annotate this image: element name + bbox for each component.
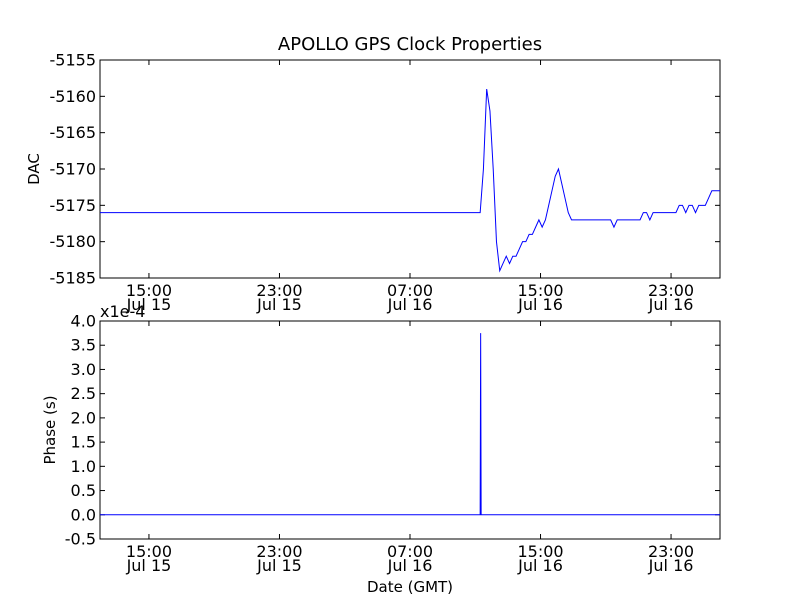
dac-ytick-label: -5165 xyxy=(50,123,97,142)
dac-ytick-label: -5180 xyxy=(50,232,97,251)
phase-ticks: -0.50.00.51.01.52.02.53.03.54.015:00Jul … xyxy=(65,312,720,575)
phase-y-scale-label: x1e-4 xyxy=(100,302,145,321)
phase-xlabel: Date (GMT) xyxy=(367,578,453,596)
phase-xtick-time-label: 23:00 xyxy=(648,542,694,561)
phase-xtick-time-label: 23:00 xyxy=(256,542,302,561)
dac-ylabel: DAC xyxy=(25,153,43,185)
dac-series xyxy=(100,88,720,273)
dac-xtick-time-label: 15:00 xyxy=(517,281,563,300)
dac-xtick-date-label: Jul 16 xyxy=(648,295,694,314)
phase-panel: Phase (s) x1e-4 Date (GMT) -0.5 0.0 0.5 1.0… xyxy=(41,302,721,596)
phase-xtick-time-label: 15:00 xyxy=(126,542,172,561)
dac-ticks: -5185 -5180 -5175 -5170 -5165 -5160 -5155 15:00… xyxy=(50,51,720,314)
dac-xtick-time-label: 23:00 xyxy=(648,281,694,300)
phase-ytick-label: 4.0 xyxy=(71,312,96,331)
phase-ylabel: Phase (s) xyxy=(41,395,59,464)
phase-ytick-label: 2.5 xyxy=(71,384,96,403)
dac-xtick-date-label: Jul 16 xyxy=(387,295,433,314)
phase-xtick-date-label: Jul 15 xyxy=(126,556,172,575)
dac-xtick-time-label: 07:00 xyxy=(387,281,433,300)
phase-series xyxy=(100,333,720,516)
dac-ytick-label: -5185 xyxy=(50,269,97,288)
phase-xtick-date-label: Jul 16 xyxy=(387,556,433,575)
dac-xtick-time-label: 23:00 xyxy=(256,281,302,300)
phase-ytick-label: 2.0 xyxy=(71,408,96,427)
phase-ytick-label: 1.5 xyxy=(71,433,96,452)
dac-ytick-label: -5160 xyxy=(50,87,97,106)
phase-xtick-time-label: 07:00 xyxy=(387,542,433,561)
phase-ytick-label: 0.0 xyxy=(71,505,96,524)
phase-series-line xyxy=(100,333,720,516)
dac-ytick-label: -5175 xyxy=(50,196,97,215)
phase-xtick-date-label: Jul 16 xyxy=(648,556,694,575)
phase-ytick-label: -0.5 xyxy=(65,530,96,549)
dac-ytick-label: -5155 xyxy=(50,51,97,70)
phase-ytick-label: 3.5 xyxy=(71,336,96,355)
dac-xtick-date-label: Jul 15 xyxy=(256,295,302,314)
dac-xtick-time-label: 15:00 xyxy=(126,281,172,300)
phase-ytick-label: 0.5 xyxy=(71,481,96,500)
phase-ytick-label: 3.0 xyxy=(71,360,96,379)
dac-ytick-label: -5170 xyxy=(50,160,97,179)
dac-xtick-date-label: Jul 16 xyxy=(517,295,563,314)
phase-axes-frame xyxy=(99,320,721,540)
phase-xtick-time-label: 15:00 xyxy=(517,542,563,561)
phase-ytick-label: 1.0 xyxy=(71,457,96,476)
chart-title: APOLLO GPS Clock Properties xyxy=(278,34,542,55)
phase-xtick-date-label: Jul 16 xyxy=(517,556,563,575)
dac-panel: DAC -5185 -5180 -5175 -5170 -5165 -5160 -5155 1… xyxy=(25,51,721,314)
phase-xtick-date-label: Jul 15 xyxy=(256,556,302,575)
dac-xtick-date-label: Jul 15 xyxy=(126,295,172,314)
dac-axes-frame xyxy=(99,59,721,279)
dac-series-line xyxy=(100,88,720,273)
